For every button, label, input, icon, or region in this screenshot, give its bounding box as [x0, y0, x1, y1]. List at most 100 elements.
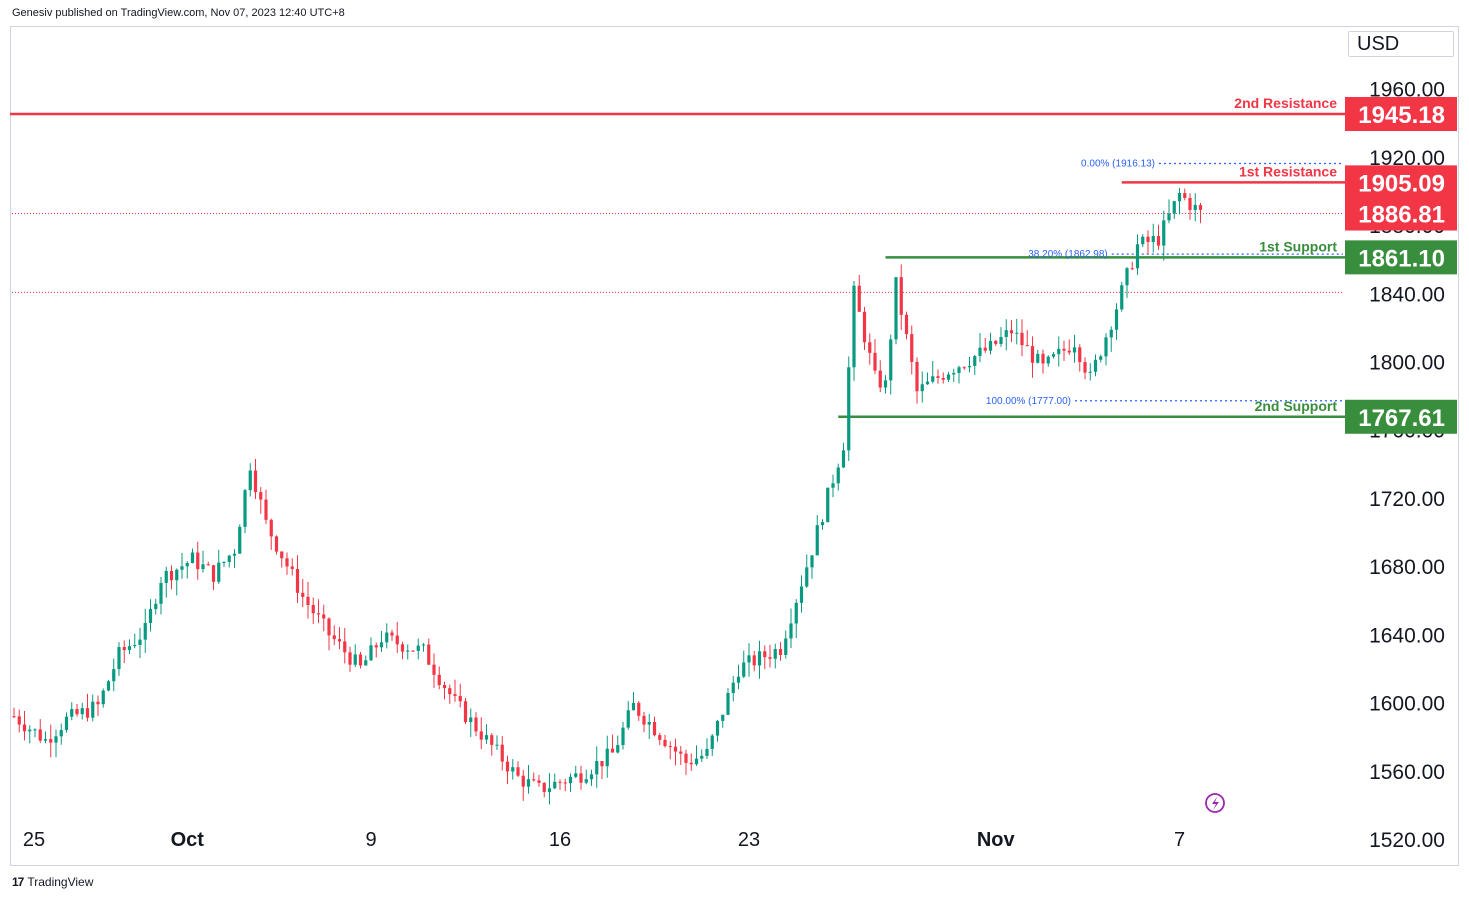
candle	[731, 675, 735, 702]
candle	[85, 693, 90, 722]
candle	[274, 535, 279, 555]
candle	[180, 552, 184, 579]
candle-body	[290, 566, 294, 569]
candle-body	[605, 748, 609, 767]
candle-body	[400, 644, 405, 652]
candle-body	[742, 662, 746, 677]
candle-body	[883, 380, 888, 388]
candle-body	[374, 645, 378, 648]
candle	[159, 576, 163, 615]
candle	[663, 734, 667, 748]
candle-body	[1041, 353, 1045, 364]
candle-body	[316, 613, 321, 615]
candle	[484, 724, 489, 744]
candle	[364, 655, 368, 666]
candle-body	[568, 776, 573, 784]
candle-body	[1167, 213, 1171, 221]
candle-body	[264, 499, 268, 520]
candle-body	[899, 277, 903, 315]
candle-body	[500, 744, 504, 762]
lightning-circle-icon[interactable]	[1205, 793, 1225, 813]
candle-body	[127, 646, 132, 651]
tradingview-footer[interactable]: 17 TradingView	[12, 875, 93, 889]
candle	[442, 681, 447, 700]
candle	[658, 732, 662, 745]
candle-body	[999, 337, 1003, 344]
candle-body	[1151, 235, 1155, 243]
candle	[962, 366, 966, 370]
candle	[1004, 319, 1008, 351]
candle-body	[679, 751, 683, 754]
lightning-bolt	[1212, 797, 1219, 810]
candle-body	[1114, 309, 1119, 330]
candle-body	[253, 470, 258, 493]
candle	[437, 666, 441, 690]
candle-body	[117, 647, 121, 670]
candle-body	[967, 365, 972, 368]
candle-body	[752, 655, 756, 666]
candle-body	[106, 681, 111, 691]
candle	[742, 650, 746, 678]
candle-body	[563, 782, 567, 784]
candle	[757, 640, 762, 679]
candle	[353, 644, 357, 668]
candle-body	[427, 644, 431, 665]
candle	[154, 598, 158, 615]
candle-body	[1162, 220, 1166, 246]
candle-body	[715, 720, 720, 736]
candle-body	[631, 702, 636, 711]
candle	[1025, 330, 1029, 347]
y-tick-label: 1920.00	[1369, 147, 1445, 170]
candle-body	[983, 347, 987, 351]
candle	[841, 442, 846, 468]
candle	[931, 361, 935, 384]
candle	[768, 644, 772, 668]
candle-body	[1015, 332, 1019, 334]
candle	[763, 645, 767, 670]
candle	[1162, 210, 1166, 261]
candle-body	[1146, 236, 1150, 243]
candle-body	[353, 654, 357, 665]
y-tick-label: 1560.00	[1369, 761, 1445, 784]
fibonacci-lines: 0.00% (1916.13) 38.20% (1862.98) 100.00% (…	[986, 159, 1343, 407]
candle-body	[206, 564, 210, 566]
candle-body	[474, 717, 478, 732]
candle	[427, 638, 431, 666]
candle	[689, 753, 693, 771]
candle	[631, 692, 636, 711]
candle-body	[847, 367, 851, 451]
candle	[1198, 202, 1203, 224]
currency-selector[interactable]: USD	[1348, 31, 1454, 57]
candle	[458, 683, 462, 708]
candle	[164, 566, 168, 598]
candle-body	[836, 467, 840, 484]
candle-body	[337, 639, 342, 642]
x-tick-label: Oct	[171, 829, 205, 851]
candle	[22, 711, 27, 741]
candle	[621, 721, 625, 750]
chart-frame	[10, 26, 1459, 866]
candle-body	[689, 762, 693, 765]
candle	[143, 608, 147, 653]
candle-body	[857, 285, 861, 312]
candle	[973, 354, 977, 376]
tradingview-logo-icon: 17	[12, 875, 24, 889]
candle-body	[778, 649, 783, 655]
candle	[605, 735, 609, 778]
tradingview-brand: TradingView	[27, 875, 94, 889]
candle-body	[280, 551, 284, 559]
candle-body	[169, 570, 174, 581]
candle	[395, 621, 399, 654]
fib-level-label: 100.00% (1777.00)	[986, 396, 1071, 407]
candle	[626, 701, 630, 730]
candle-body	[784, 638, 788, 655]
candle	[490, 733, 494, 756]
support-price-label: 1767.61	[1345, 399, 1457, 434]
candle	[1036, 349, 1040, 364]
candle-body	[799, 586, 804, 603]
candle	[248, 463, 252, 497]
candle	[295, 555, 300, 604]
candle-body	[1130, 268, 1134, 270]
resistance-price-label-bg	[1345, 165, 1457, 200]
